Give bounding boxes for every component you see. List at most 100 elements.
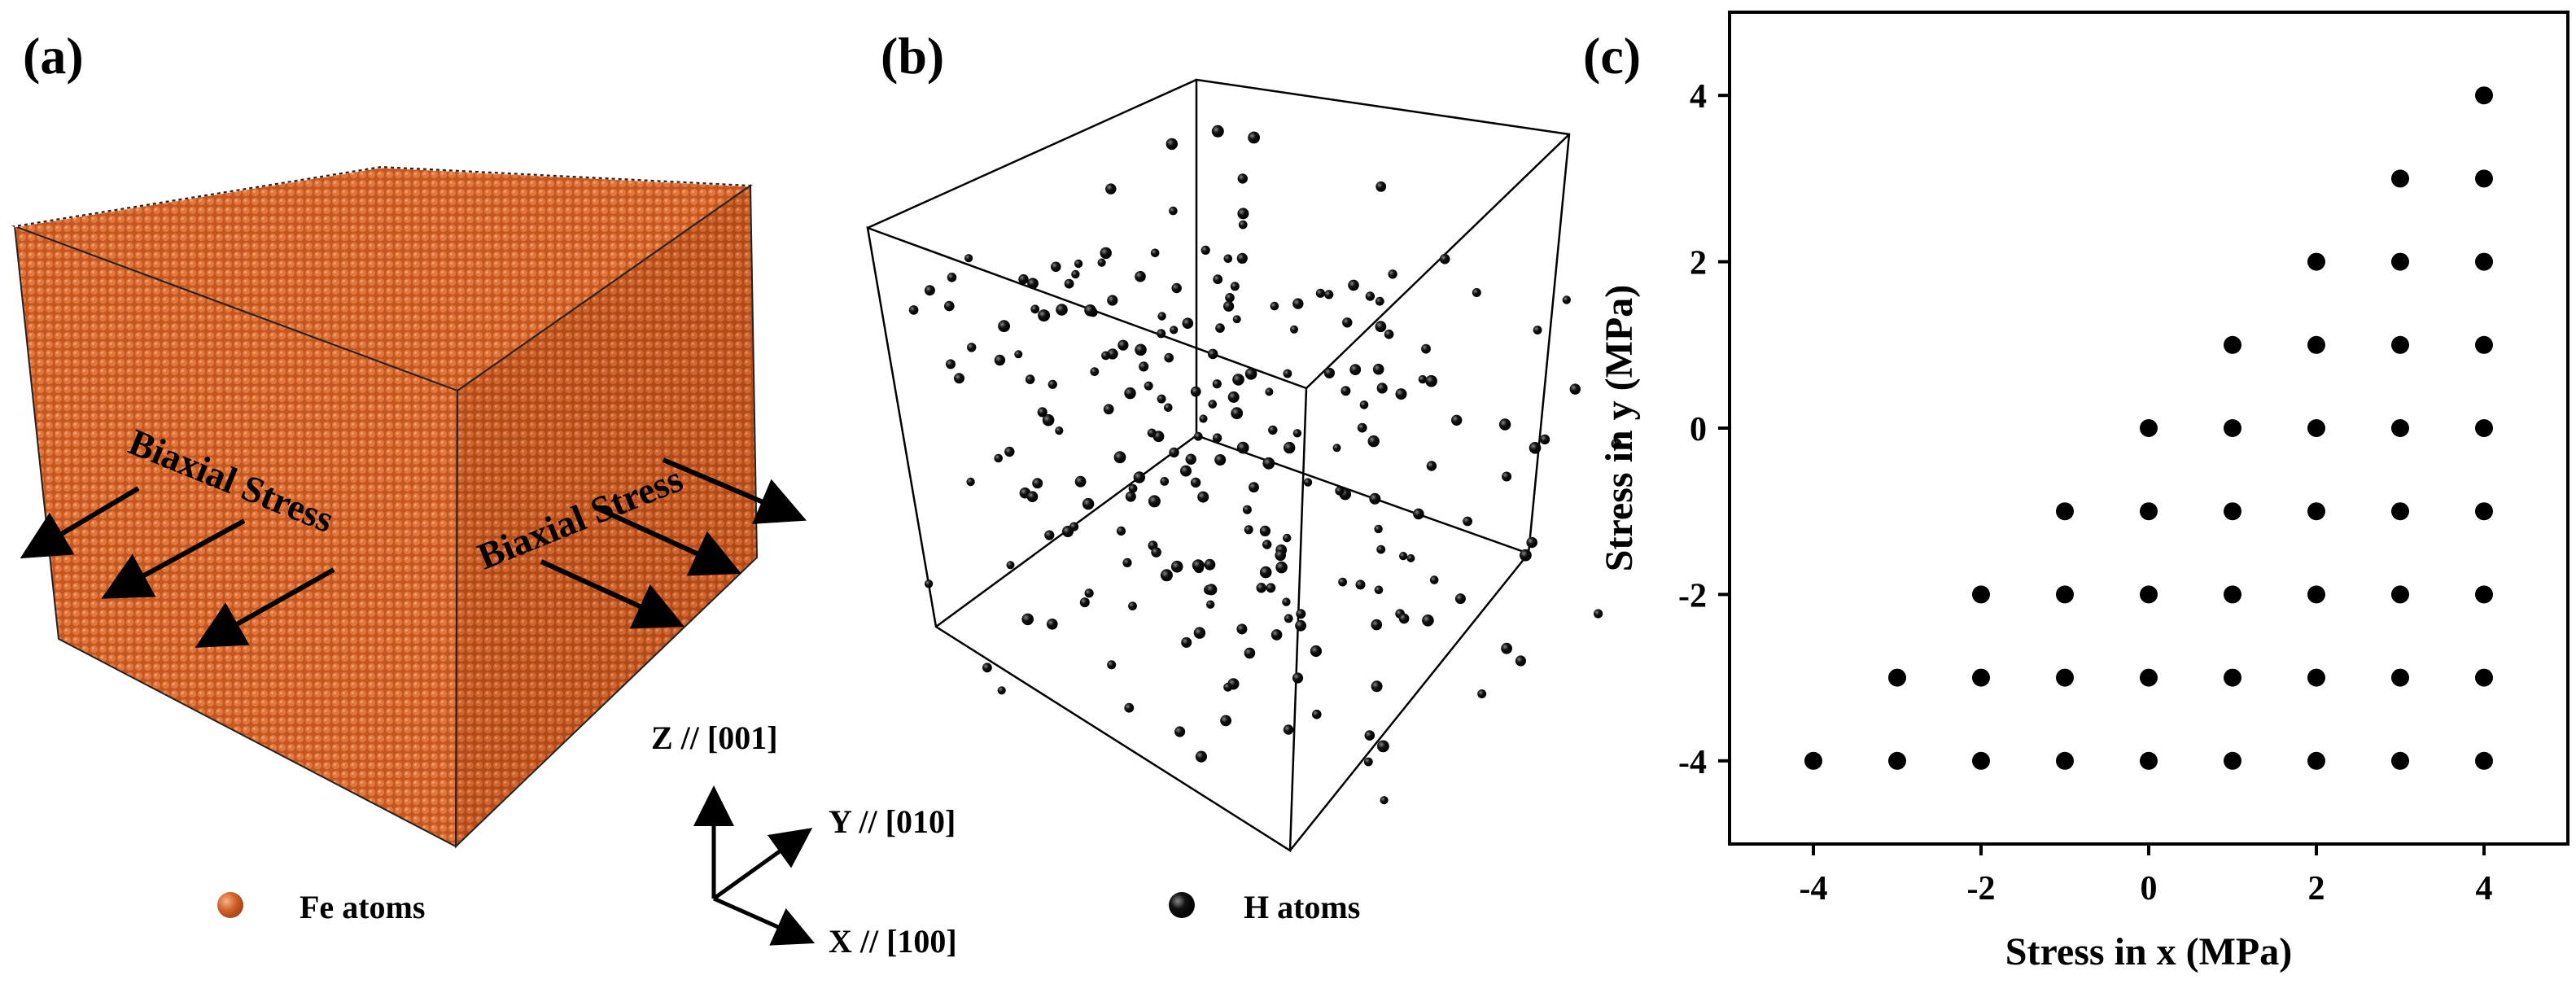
panel-label-a: (a) (23, 27, 84, 85)
h-atom (1283, 724, 1294, 735)
h-atom (1363, 757, 1373, 767)
data-point (2307, 668, 2325, 687)
h-atom (1282, 597, 1291, 606)
data-point (2307, 335, 2325, 354)
y-tick-label: -4 (1678, 744, 1707, 781)
h-atom (1144, 381, 1153, 391)
h-atom (1292, 672, 1304, 684)
h-atom (1232, 315, 1241, 324)
h-atom (1164, 403, 1173, 413)
h-atom (1055, 426, 1064, 435)
data-points (1804, 86, 2493, 770)
h-atom (1237, 208, 1249, 220)
h-atom (1275, 561, 1288, 574)
h-atom (1425, 374, 1437, 387)
h-atom (1069, 522, 1079, 531)
h-atom (1220, 715, 1231, 727)
h-atom (1249, 482, 1259, 493)
h-legend-marker (1169, 892, 1195, 918)
h-atom (1182, 317, 1194, 330)
h-atom (1047, 619, 1058, 630)
data-point (2056, 751, 2074, 770)
h-atom (1079, 597, 1090, 608)
data-point (2140, 419, 2158, 437)
data-point (2475, 252, 2493, 271)
h-atom (1256, 583, 1266, 593)
h-atom (1472, 288, 1481, 297)
h-atom (1248, 131, 1260, 144)
h-atom (1262, 540, 1272, 549)
h-atom (1375, 296, 1384, 306)
h-atom (1520, 549, 1532, 562)
h-atom (1190, 477, 1201, 488)
h-atom (1207, 348, 1218, 360)
h-atom (1214, 454, 1227, 466)
data-point (1972, 751, 1990, 770)
h-atom (1105, 183, 1117, 195)
data-point (2475, 668, 2493, 687)
data-point (2475, 751, 2493, 770)
h-atom (1074, 475, 1087, 488)
data-point (2475, 502, 2493, 521)
fe-legend-marker (217, 892, 243, 918)
data-point (2475, 585, 2493, 604)
h-atom (1047, 379, 1057, 389)
data-point (2140, 502, 2158, 521)
h-atom (1502, 471, 1512, 482)
h-atom (1324, 290, 1334, 300)
h-atom (1348, 279, 1359, 291)
h-atom (1529, 442, 1542, 454)
h-atom (1365, 291, 1375, 301)
h-atom (1369, 492, 1381, 505)
h-atom (1227, 391, 1240, 403)
h-atom (1367, 435, 1380, 448)
h-atom (1515, 655, 1526, 667)
h-atom (1064, 278, 1074, 289)
h-atom (1292, 298, 1304, 309)
h-atom (998, 320, 1010, 333)
h-atom (1303, 478, 1313, 487)
h-atom (1340, 386, 1351, 396)
h-atom (1271, 629, 1283, 641)
data-point (2391, 751, 2409, 770)
data-point (2475, 419, 2493, 437)
h-atom (1180, 465, 1192, 477)
h-atom (1540, 434, 1550, 445)
h-atom (1101, 351, 1110, 361)
fe-cube-right-face (454, 184, 759, 849)
h-atom (1375, 321, 1387, 333)
h-atom (1295, 619, 1306, 632)
h-atom (1124, 387, 1136, 400)
data-point (2391, 335, 2409, 354)
h-atom (1135, 343, 1147, 356)
h-atom (1116, 526, 1126, 536)
data-point (2391, 252, 2409, 271)
data-point (2224, 585, 2241, 604)
h-atom (1014, 350, 1023, 359)
h-atom (1265, 387, 1274, 396)
h-atom (1611, 438, 1622, 449)
h-atom (1377, 740, 1389, 753)
stress-arrow (101, 518, 246, 599)
h-atom (947, 273, 957, 282)
h-atom (1051, 261, 1061, 273)
h-atom (1084, 304, 1096, 317)
h-atom (1290, 325, 1298, 334)
h-atom (1199, 414, 1208, 423)
h-atom (1212, 379, 1222, 389)
h-atom (1266, 583, 1276, 593)
data-point (2391, 668, 2409, 687)
h-atom (1170, 560, 1183, 573)
h-atom (964, 254, 973, 263)
data-point (2224, 751, 2241, 770)
panel-label-c: (c) (1583, 27, 1642, 85)
data-point (2475, 169, 2493, 188)
h-atom (1398, 613, 1410, 624)
y-axis-label: Y // [010] (829, 803, 956, 840)
data-point (2140, 751, 2158, 770)
h-atom (1376, 544, 1386, 554)
axes-triad (693, 785, 816, 946)
h-atom (1223, 254, 1233, 264)
h-atom (1148, 495, 1161, 508)
